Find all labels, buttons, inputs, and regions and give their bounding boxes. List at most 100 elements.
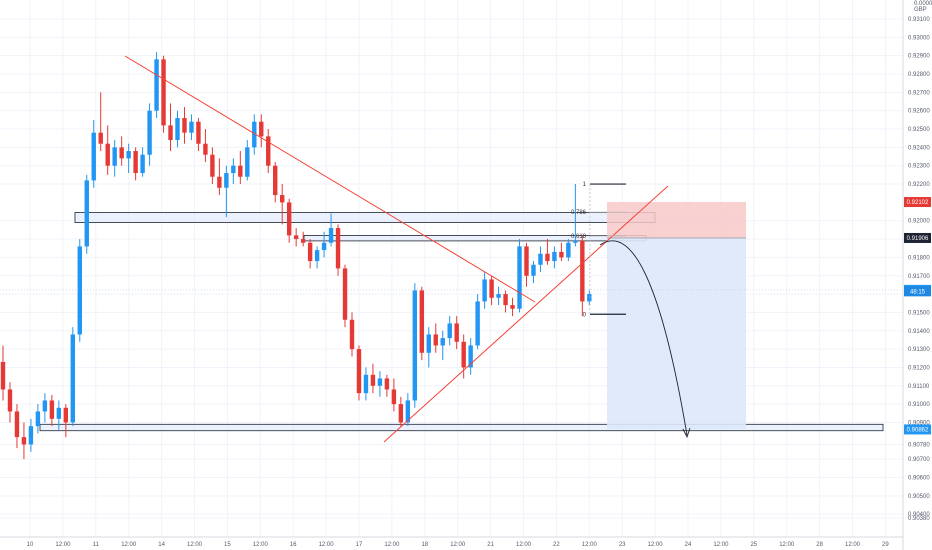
candle-body <box>496 294 501 298</box>
time-axis-label: 16 <box>290 542 297 548</box>
candle-body <box>154 59 159 111</box>
candle-body <box>447 323 452 339</box>
candle-body <box>433 334 438 346</box>
price-axis-label: 0.91800 <box>908 255 930 261</box>
candle-body <box>398 404 404 423</box>
candle-body <box>531 264 536 276</box>
candle-body <box>266 136 271 166</box>
price-axis-label: 0.91100 <box>908 384 930 390</box>
candle-body <box>580 240 585 302</box>
price-tag-text: 0.92102 <box>907 200 929 206</box>
fib-level-label: 1 <box>583 182 587 188</box>
candle-body <box>273 165 278 196</box>
candle-body <box>182 118 187 133</box>
candle-body <box>300 239 306 243</box>
price-axis-label: 0.93100 <box>908 17 930 23</box>
candle-body <box>335 228 341 269</box>
time-axis-label: 22 <box>553 542 560 548</box>
time-axis-label: 15 <box>224 542 231 548</box>
candle-body <box>461 341 466 368</box>
candle-body <box>405 400 411 423</box>
candle-body <box>63 407 69 423</box>
price-axis-label: 0.90700 <box>908 457 930 463</box>
take-profit-zone <box>607 237 746 430</box>
supply-zone-upper <box>74 212 656 223</box>
time-axis-label: 12:00 <box>845 542 861 548</box>
candle-body <box>454 323 459 342</box>
price-axis-label: 0.91700 <box>908 274 930 280</box>
price-axis-label: 0.92300 <box>908 164 930 170</box>
candle-body <box>147 110 152 155</box>
time-axis-label: 23 <box>619 542 626 548</box>
grid-layer <box>0 0 903 537</box>
fib-level-label: 0 <box>583 312 587 318</box>
candle-body <box>391 389 397 405</box>
time-axis-label: 12:00 <box>121 542 137 548</box>
price-tag <box>904 424 931 435</box>
price-axis-label: 0.92400 <box>908 145 930 151</box>
price-axis-label: 0.91400 <box>908 329 930 335</box>
candle-body <box>552 251 557 262</box>
candle-body <box>587 294 592 302</box>
candle-body <box>35 411 41 427</box>
time-axis-label: 12:00 <box>187 542 203 548</box>
candle-body <box>238 165 243 177</box>
time-axis-label: 29 <box>882 542 889 548</box>
price-tag-text: 0.90862 <box>907 428 929 434</box>
time-axis-label: 24 <box>685 542 692 548</box>
candle-body <box>545 253 550 262</box>
projection-path <box>599 240 688 436</box>
time-axis-label: 12:00 <box>648 542 664 548</box>
time-axis-label: 17 <box>356 542 363 548</box>
candle-body <box>210 154 215 177</box>
candle-body <box>489 279 494 298</box>
drawing-layer <box>0 202 903 432</box>
candle-body <box>168 125 173 141</box>
fib-level-label: 0.618 <box>571 234 587 240</box>
price-tag-text: 48:15 <box>910 290 926 296</box>
candle-body <box>524 246 529 276</box>
price-axis-label: 0.92800 <box>908 72 930 78</box>
overlay-layer: 1 0.786 0.618 0 <box>124 55 691 443</box>
candle-body <box>70 334 75 423</box>
candle-body <box>98 132 103 144</box>
candle-body <box>566 242 571 258</box>
candle-body <box>342 268 348 320</box>
candles-layer <box>0 52 592 460</box>
time-axis-label: 12:00 <box>713 542 729 548</box>
candle-body <box>440 338 445 346</box>
candle-body <box>293 235 299 240</box>
time-axis-label: 28 <box>816 542 823 548</box>
price-axis-label: 0.90500 <box>908 494 930 500</box>
candle-body <box>475 301 480 346</box>
candle-body <box>140 154 145 174</box>
price-axis-label: 0.90400 <box>908 512 930 518</box>
time-axis-label: 12:00 <box>55 542 71 548</box>
candle-body <box>7 389 13 412</box>
candle-body <box>217 176 222 188</box>
ascending-trendline <box>383 185 669 443</box>
candle-body <box>482 279 487 302</box>
candle-body <box>559 251 564 258</box>
candle-body <box>77 246 82 335</box>
price-axis-label: 0.92200 <box>908 182 930 188</box>
candle-body <box>503 294 508 306</box>
candle-body <box>384 378 390 390</box>
candle-body <box>126 151 131 159</box>
candle-body <box>0 361 6 390</box>
price-axis-label: 0.90380 <box>908 516 930 522</box>
price-tag <box>904 197 931 208</box>
candle-body <box>84 180 89 247</box>
candle-body <box>42 400 48 412</box>
candle-body <box>49 400 55 419</box>
candle-body <box>377 378 383 386</box>
time-axis-label: 18 <box>421 542 428 548</box>
candle-body <box>203 143 208 155</box>
candle-body <box>314 250 320 262</box>
candle-body <box>112 147 117 166</box>
price-axis-label: 0.90600 <box>908 475 930 481</box>
candle-body <box>573 240 578 243</box>
